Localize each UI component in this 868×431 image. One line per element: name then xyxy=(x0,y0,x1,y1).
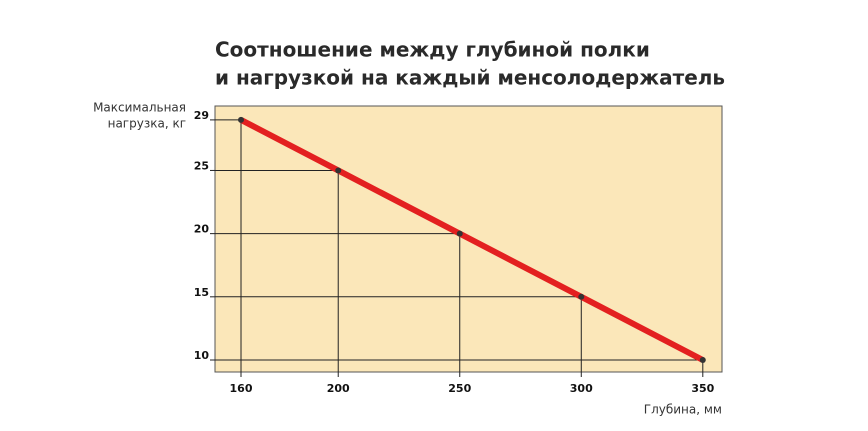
data-point xyxy=(238,116,245,123)
y-tick-label: 29 xyxy=(194,109,209,122)
x-tick-label: 200 xyxy=(327,382,350,395)
y-tick-label: 25 xyxy=(194,159,209,172)
x-tick-label: 250 xyxy=(448,382,471,395)
x-axis-label: Глубина, мм xyxy=(644,403,722,417)
data-point xyxy=(335,167,342,174)
x-tick-label: 160 xyxy=(230,382,253,395)
chart-title: Соотношение между глубиной полки xyxy=(215,38,650,62)
x-tick-label: 350 xyxy=(691,382,714,395)
y-axis-label: Максимальная xyxy=(93,101,186,115)
chart-title: и нагрузкой на каждый менсолодержатель xyxy=(215,66,725,90)
data-point xyxy=(699,356,706,363)
data-point xyxy=(578,293,585,300)
y-tick-label: 15 xyxy=(194,286,209,299)
y-tick-label: 20 xyxy=(194,223,210,236)
data-point xyxy=(456,230,463,237)
y-tick-label: 10 xyxy=(194,349,210,362)
y-axis-label: нагрузка, кг xyxy=(108,117,186,131)
x-tick-label: 300 xyxy=(570,382,593,395)
